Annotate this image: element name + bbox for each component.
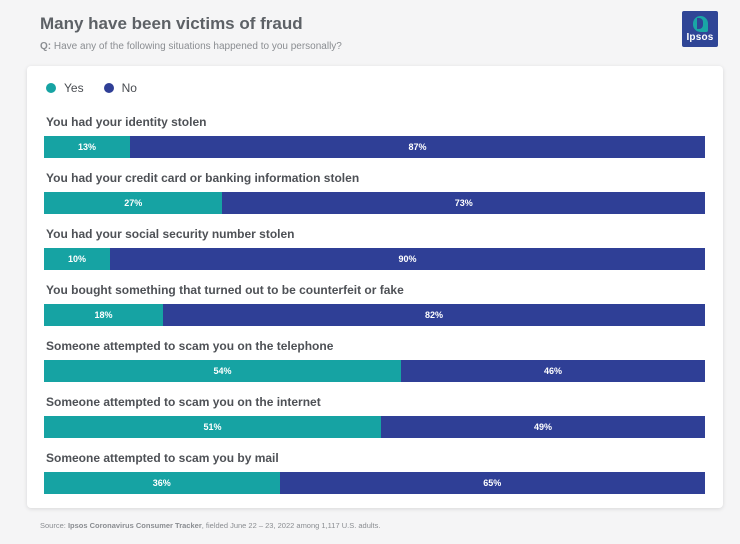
bar-category-label: You bought something that turned out to … xyxy=(46,283,404,297)
bar-category-label: You had your credit card or banking info… xyxy=(46,171,360,185)
bar-segment-no: 90% xyxy=(110,248,705,270)
bar-segment-yes: 36% xyxy=(44,472,280,494)
bar-segment-yes: 51% xyxy=(44,416,382,438)
bar-segment-yes: 10% xyxy=(44,248,111,270)
stacked-bar: 18% 82% xyxy=(44,304,705,326)
bar-segment-no: 82% xyxy=(162,304,705,326)
legend-swatch-yes xyxy=(46,83,56,93)
bar-segment-no: 65% xyxy=(279,472,705,494)
ipsos-logo: Ipsos xyxy=(682,11,718,47)
bar-segment-yes: 13% xyxy=(44,136,130,158)
legend-item-no: No xyxy=(103,81,137,95)
source-suffix: , fielded June 22 – 23, 2022 among 1,117… xyxy=(201,521,381,530)
source-prefix: Source: xyxy=(40,521,68,530)
legend-swatch-no xyxy=(103,83,114,93)
bar-segment-no: 46% xyxy=(400,360,705,382)
legend-label-yes: Yes xyxy=(64,81,84,95)
chart-legend: Yes No xyxy=(46,81,157,95)
bar-segment-no: 73% xyxy=(222,192,705,214)
legend-item-yes: Yes xyxy=(46,81,84,95)
bar-segment-yes: 18% xyxy=(44,304,163,326)
stacked-bar: 51% 49% xyxy=(44,416,705,438)
chart-subtitle: Q: Have any of the following situations … xyxy=(40,41,342,52)
bar-category-label: Someone attempted to scam you on the tel… xyxy=(46,339,334,353)
bar-category-label: You had your social security number stol… xyxy=(46,227,295,241)
question-prefix: Q: xyxy=(40,41,52,52)
stacked-bar: 13% 87% xyxy=(44,136,705,158)
legend-label-no: No xyxy=(121,81,137,95)
chart-card: Yes No You had your identity stolen 13% 87… xyxy=(27,66,723,508)
bar-category-label: Someone attempted to scam you by mail xyxy=(46,451,279,465)
logo-mark-cutout xyxy=(697,18,703,29)
stacked-bar: 54% 46% xyxy=(44,360,705,382)
question-text: Have any of the following situations hap… xyxy=(53,41,342,52)
bar-segment-no: 87% xyxy=(129,136,705,158)
stacked-bar: 27% 73% xyxy=(44,192,705,214)
stacked-bar: 10% 90% xyxy=(44,248,705,270)
chart-title: Many have been victims of fraud xyxy=(40,14,303,33)
bar-segment-no: 49% xyxy=(381,416,705,438)
bar-category-label: Someone attempted to scam you on the int… xyxy=(46,395,321,409)
stacked-bar: 36% 65% xyxy=(44,472,705,494)
logo-text: Ipsos xyxy=(686,32,714,43)
bar-segment-yes: 54% xyxy=(44,360,401,382)
bar-segment-yes: 27% xyxy=(44,192,223,214)
bar-category-label: You had your identity stolen xyxy=(46,115,207,129)
source-note: Source: Ipsos Coronavirus Consumer Track… xyxy=(40,521,380,530)
source-name: Ipsos Coronavirus Consumer Tracker xyxy=(67,521,202,530)
